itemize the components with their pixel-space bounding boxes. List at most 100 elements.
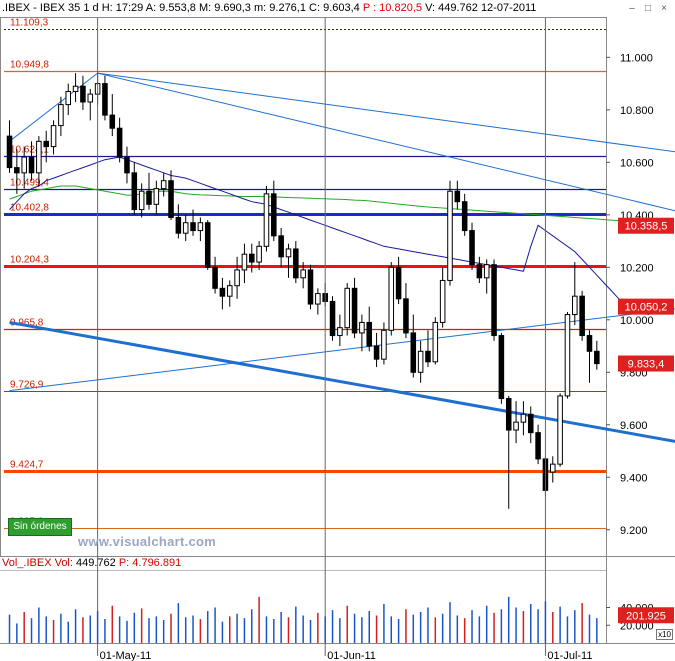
- candle-body: [366, 321, 373, 347]
- candle-body: [6, 135, 13, 169]
- price-badge-label: 10.050,2: [625, 302, 668, 314]
- candle-body: [21, 156, 27, 174]
- candle-body: [572, 295, 578, 316]
- candle-body: [204, 222, 211, 268]
- y-tick-label: 10.800: [620, 105, 654, 117]
- header-p-value: P : 10.820,5: [362, 2, 422, 14]
- candle-body: [469, 230, 475, 266]
- candle-body: [388, 266, 395, 331]
- sin-ordenes-button[interactable]: Sin órdenes: [8, 518, 72, 536]
- x-tick-label: 01-Jun-11: [327, 650, 376, 661]
- candle-body: [439, 279, 446, 323]
- candle-body: [256, 245, 262, 263]
- candle-body: [146, 190, 152, 205]
- candle-body: [549, 463, 556, 473]
- header-open: A: 9.553,8: [145, 2, 196, 14]
- candle-body: [564, 314, 571, 397]
- price-badge: [618, 355, 674, 372]
- candle-body: [403, 298, 409, 334]
- price-badge-label: 10.358,5: [625, 221, 668, 233]
- candle-body: [124, 156, 130, 174]
- candle-body: [226, 285, 233, 297]
- level-label: 9.424,7: [10, 460, 44, 471]
- y-tick-label: 10.600: [620, 157, 654, 169]
- candle-body: [337, 327, 343, 337]
- candle-body: [263, 193, 270, 247]
- candle-body: [197, 222, 204, 232]
- candle-body: [190, 222, 196, 232]
- candle-body: [116, 127, 123, 158]
- candle-body: [153, 188, 160, 205]
- y-tick-label: 11.000: [620, 52, 653, 64]
- candle-body: [87, 93, 94, 103]
- header-date: 12-07-2011: [480, 2, 537, 14]
- x-tick-label: 01-Jul-11: [547, 650, 592, 661]
- candle-body: [248, 253, 255, 263]
- close-button[interactable]: ×: [661, 3, 667, 14]
- trend-line: [97, 72, 675, 212]
- header-symbol: .IBEX - IBEX 35: [2, 2, 81, 14]
- candle-body: [513, 421, 519, 431]
- candle-body: [586, 335, 593, 352]
- candle-body: [505, 398, 512, 431]
- trend-line: [9, 72, 675, 153]
- candle-body: [381, 329, 387, 360]
- candle-body: [329, 300, 336, 337]
- maximize-button[interactable]: □: [644, 3, 652, 14]
- y-tick-label: 9.200: [620, 525, 648, 537]
- level-label: 9.965,8: [10, 318, 44, 329]
- price-badge: [618, 298, 674, 315]
- y-tick-label: 9.600: [620, 420, 648, 432]
- candle-body: [491, 264, 497, 337]
- candle-body: [373, 345, 380, 360]
- candle-body: [43, 140, 49, 148]
- y-tick-label: 10.000: [620, 315, 654, 327]
- minimize-button[interactable]: –: [629, 3, 635, 14]
- candle-body: [175, 216, 182, 234]
- candle-body: [307, 269, 314, 305]
- candle-body: [212, 266, 218, 289]
- candle-body: [28, 156, 35, 174]
- candle-body: [461, 201, 468, 232]
- moving-average-green: [9, 185, 671, 227]
- level-label: 10.204,3: [10, 255, 49, 266]
- candle-body: [293, 248, 299, 279]
- candle-body: [131, 172, 138, 211]
- candle-body: [241, 253, 248, 271]
- header-low: m: 9.276,1: [254, 2, 306, 14]
- candle-body: [410, 332, 417, 373]
- candle-body: [527, 413, 534, 434]
- candle-body: [344, 287, 350, 329]
- candle-body: [138, 190, 145, 211]
- level-label: 10.624,1: [10, 145, 49, 156]
- candle-body: [278, 235, 284, 258]
- candle-body: [315, 293, 321, 305]
- watermark: www.visualchart.com: [78, 534, 217, 549]
- volume-badge: [618, 607, 674, 624]
- header-close: C: 9.603,4: [309, 2, 360, 14]
- candle-body: [65, 90, 72, 106]
- candle-body: [447, 190, 453, 281]
- candle-body: [102, 83, 108, 116]
- trend-line: [9, 320, 675, 443]
- candle-body: [425, 350, 431, 363]
- candle-body: [219, 287, 226, 297]
- price-badge-label: 9.833,4: [628, 359, 665, 371]
- candle-body: [454, 190, 461, 203]
- candle-body: [14, 167, 20, 174]
- candle-body: [234, 269, 240, 287]
- level-label: 10.949,8: [10, 60, 49, 71]
- price-badge: [618, 217, 674, 234]
- candle-body: [160, 180, 167, 190]
- candle-body: [36, 140, 42, 174]
- header-volume: V: 449.762: [425, 2, 478, 14]
- candle-body: [557, 395, 563, 465]
- candle-body: [476, 264, 483, 279]
- x10-scale-label: x10: [656, 629, 673, 640]
- candle-body: [483, 264, 490, 279]
- candle-body: [432, 321, 439, 363]
- candle-body: [417, 350, 424, 373]
- y-tick-label: 10.200: [620, 262, 654, 274]
- header-high: M: 9.690,3: [198, 2, 251, 14]
